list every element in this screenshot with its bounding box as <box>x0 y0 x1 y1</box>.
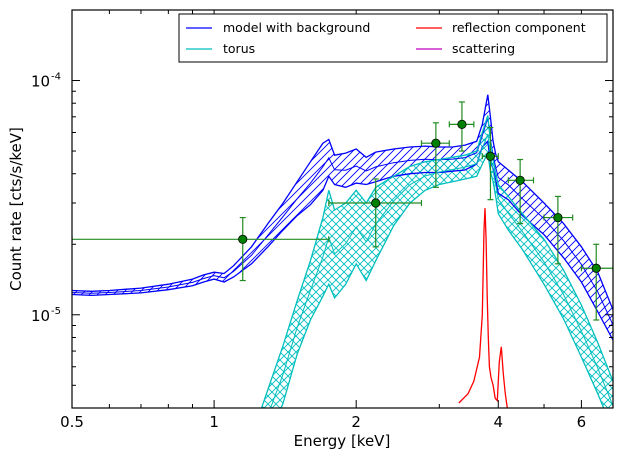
torus-lower-line <box>280 150 605 408</box>
torus-band <box>261 115 613 408</box>
data-point-1 <box>328 178 423 248</box>
data-marker <box>457 119 467 129</box>
data-point-7 <box>580 243 613 321</box>
model-with-background-lower-line <box>72 139 613 341</box>
reflection-component-line <box>458 208 508 408</box>
y-tick-exponent: -4 <box>51 72 61 83</box>
y-tick-label: 10-4 <box>31 72 61 91</box>
x-axis: 0.5 1 2 4 6 <box>60 10 614 431</box>
x-tick-label: 0.5 <box>60 413 84 431</box>
data-marker <box>238 234 248 244</box>
model-with-background-mid-line <box>72 117 613 326</box>
data-marker <box>553 212 563 223</box>
legend-label-scattering: scattering <box>452 41 515 56</box>
data-marker <box>431 138 441 148</box>
data-point-4 <box>481 126 499 201</box>
plot-frame <box>71 9 614 409</box>
data-marker <box>515 175 525 185</box>
data-point-3 <box>448 101 475 152</box>
x-tick-label: 4 <box>494 413 504 431</box>
data-point-6 <box>543 195 574 265</box>
y-axis-label: Count rate [cts/s/keV] <box>7 127 25 291</box>
legend-label-model: model with background <box>223 20 370 35</box>
y-tick-label: 10-5 <box>31 306 61 325</box>
data-point-5 <box>507 158 535 225</box>
x-tick-label: 1 <box>209 413 219 431</box>
x-tick-label: 6 <box>577 413 587 431</box>
torus-mid-line <box>270 134 613 408</box>
legend-label-reflection: reflection component <box>452 20 586 35</box>
model-with-background-upper-line <box>72 94 613 311</box>
data-point-0 <box>72 216 330 282</box>
data-marker <box>485 151 496 161</box>
data-point-2 <box>420 122 450 188</box>
plot-area <box>72 94 613 408</box>
x-tick-label: 2 <box>351 413 361 431</box>
x-axis-label: Energy [keV] <box>294 432 391 450</box>
legend-frame <box>178 13 608 63</box>
legend: model with background reflection compone… <box>178 13 608 63</box>
data-marker <box>371 198 381 208</box>
data-marker <box>591 263 601 273</box>
y-tick-exponent: -5 <box>51 306 61 317</box>
legend-label-torus: torus <box>223 41 255 56</box>
